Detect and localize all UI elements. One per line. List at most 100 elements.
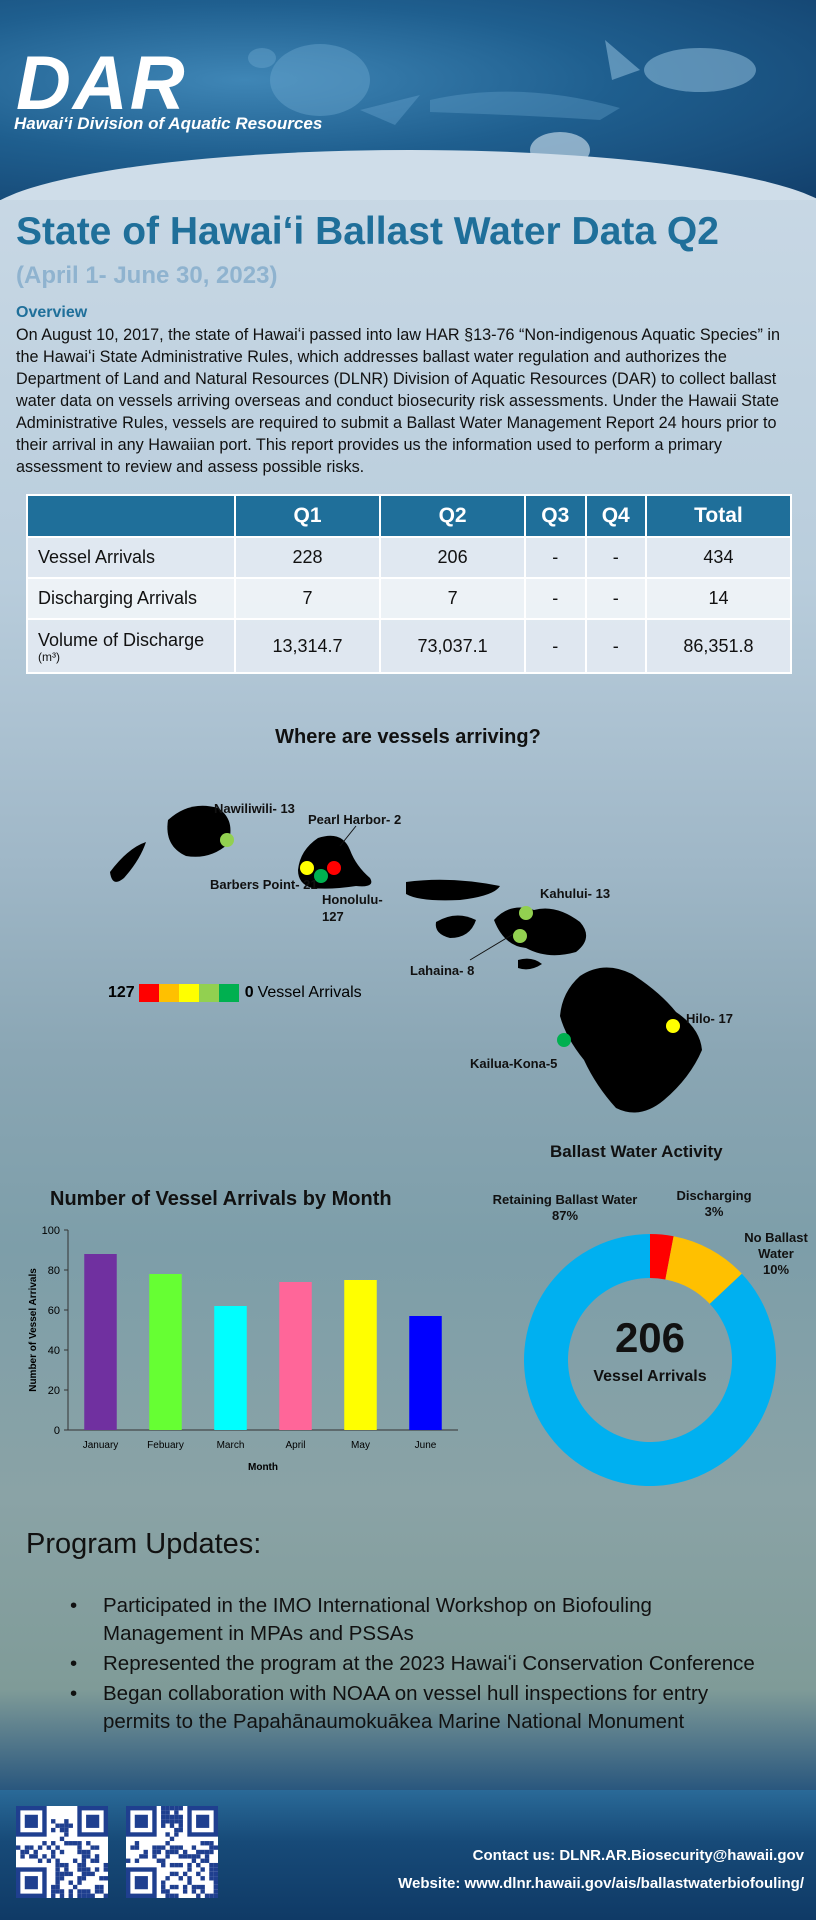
legend-swatch	[178, 984, 199, 1002]
port-label-honolulu: Honolulu- 127	[322, 892, 383, 924]
port-label-barbers-point: Barbers Point- 21	[210, 877, 318, 892]
qr-code-contact[interactable]	[16, 1806, 108, 1898]
row-label-text: Volume of Discharge	[38, 629, 205, 650]
port-label-pearl-harbor: Pearl Harbor- 2	[308, 812, 402, 827]
row-label: Vessel Arrivals	[26, 536, 236, 579]
list-item: Participated in the IMO International Wo…	[70, 1592, 770, 1648]
list-item: Began collaboration with NOAA on vessel …	[70, 1680, 770, 1736]
slice-name: Retaining Ballast Water	[492, 1192, 638, 1207]
row-label-unit: (m³)	[38, 649, 60, 664]
port-dot-kahului	[519, 906, 533, 920]
port-dot-pearl-harbor	[327, 861, 341, 875]
contact-block: Contact us: DLNR.AR.Biosecurity@hawaii.g…	[398, 1842, 804, 1898]
row-label: Volume of Discharge (m³)	[26, 618, 236, 674]
table-header-cell: Q4	[584, 494, 647, 538]
website-link[interactable]: Website: www.dlnr.hawaii.gov/ais/ballast…	[398, 1875, 804, 1892]
table-cell: -	[584, 618, 647, 674]
y-tick-label: 80	[48, 1265, 60, 1277]
overview-heading: Overview	[16, 304, 88, 321]
legend-label: Vessel Arrivals	[257, 984, 362, 1001]
port-label-lahaina: Lahaina- 8	[410, 963, 475, 978]
island-molokai	[406, 879, 500, 901]
table-row: Vessel Arrivals 228 206 - - 434	[26, 536, 793, 579]
table-cell: 206	[379, 536, 527, 579]
port-label-hilo: Hilo- 17	[686, 1011, 733, 1026]
table-header-row: Q1 Q2 Q3 Q4 Total	[26, 494, 793, 538]
island-kahoolawe	[518, 958, 542, 970]
table-cell: 7	[379, 577, 527, 620]
table-cell: -	[524, 536, 587, 579]
legend-swatch	[218, 984, 239, 1002]
ballast-activity-donut-chart	[524, 1234, 776, 1486]
port-dot-barbers-point	[300, 861, 314, 875]
table-cell: -	[584, 536, 647, 579]
table-cell: 7	[233, 577, 382, 620]
qr-code-website[interactable]	[126, 1806, 218, 1898]
table-header-cell: Total	[644, 494, 793, 538]
bar	[214, 1306, 247, 1430]
port-dot-kailua-kona	[557, 1033, 571, 1047]
x-axis-label: Month	[248, 1462, 278, 1473]
vessel-arrivals-bar-chart: 0 20 40 60 80 100 January Febuary March April May J…	[28, 1225, 458, 1473]
port-label-nawiliwili: Nawiliwili- 13	[214, 801, 295, 816]
legend-swatch	[138, 984, 159, 1002]
port-dot-nawiliwili	[220, 833, 234, 847]
hawaii-islands-map	[110, 805, 702, 1113]
x-tick-label: June	[415, 1440, 437, 1451]
legend-swatch	[158, 984, 179, 1002]
island-hawaii	[560, 967, 702, 1113]
page-title: State of Hawaiʻi Ballast Water Data Q2	[16, 210, 719, 253]
port-dot-lahaina	[513, 929, 527, 943]
legend-swatch	[198, 984, 219, 1002]
slice-percent: 10%	[762, 1262, 790, 1277]
x-tick-label: April	[285, 1440, 305, 1451]
table-cell: -	[584, 577, 647, 620]
bar-chart-title: Number of Vessel Arrivals by Month	[50, 1188, 392, 1210]
port-dot-honolulu	[314, 869, 328, 883]
donut-slice	[524, 1234, 776, 1486]
table-header-cell: Q2	[379, 494, 527, 538]
island-niihau	[110, 842, 146, 882]
donut-center-label: Vessel Arrivals	[593, 1368, 707, 1385]
table-cell: 13,314.7	[233, 618, 382, 674]
program-updates-list: Participated in the IMO International Wo…	[70, 1592, 770, 1738]
program-updates-heading: Program Updates:	[26, 1528, 262, 1560]
table-cell: 73,037.1	[379, 618, 527, 674]
table-row: Volume of Discharge (m³) 13,314.7 73,037…	[26, 618, 793, 674]
bar	[84, 1254, 117, 1430]
overview-text: On August 10, 2017, the state of Hawaiʻi…	[16, 326, 780, 476]
bar	[149, 1274, 182, 1430]
slice-name: No Ballast Water	[744, 1230, 808, 1261]
table-header-cell	[26, 494, 236, 538]
table-cell: 86,351.8	[644, 618, 793, 674]
donut-slice	[650, 1234, 674, 1280]
x-tick-label: Febuary	[147, 1440, 184, 1451]
contact-email-link[interactable]: Contact us: DLNR.AR.Biosecurity@hawaii.g…	[472, 1847, 804, 1864]
table-cell: -	[524, 618, 587, 674]
table-cell: -	[524, 577, 587, 620]
bar	[279, 1282, 312, 1430]
legend-max-value: 127	[108, 984, 135, 1001]
list-item: Represented the program at the 2023 Hawa…	[70, 1650, 770, 1678]
donut-label-no-ballast: No Ballast Water 10%	[736, 1230, 816, 1278]
donut-label-retaining: Retaining Ballast Water 87%	[490, 1192, 640, 1224]
table-cell: 434	[644, 536, 793, 579]
port-label-kailua-kona: Kailua-Kona-5	[470, 1056, 558, 1071]
island-maui	[494, 907, 587, 956]
slice-percent: 87%	[551, 1208, 579, 1223]
y-tick-label: 20	[48, 1385, 60, 1397]
dar-logo: DAR	[16, 41, 187, 126]
quarterly-stats-table: Q1 Q2 Q3 Q4 Total Vessel Arrivals 228 20…	[26, 494, 793, 674]
bar	[344, 1280, 377, 1430]
donut-center-value: 206	[614, 1314, 686, 1361]
page-subtitle: (April 1- June 30, 2023)	[16, 262, 278, 289]
table-cell: 14	[644, 577, 793, 620]
row-label: Discharging Arrivals	[26, 577, 236, 620]
y-tick-label: 60	[48, 1305, 60, 1317]
x-tick-label: May	[351, 1440, 370, 1451]
port-dot-hilo	[666, 1019, 680, 1033]
y-tick-label: 0	[54, 1425, 60, 1437]
table-row: Discharging Arrivals 7 7 - - 14	[26, 577, 793, 620]
port-label-kahului: Kahului- 13	[540, 886, 611, 901]
table-header-cell: Q1	[233, 494, 382, 538]
